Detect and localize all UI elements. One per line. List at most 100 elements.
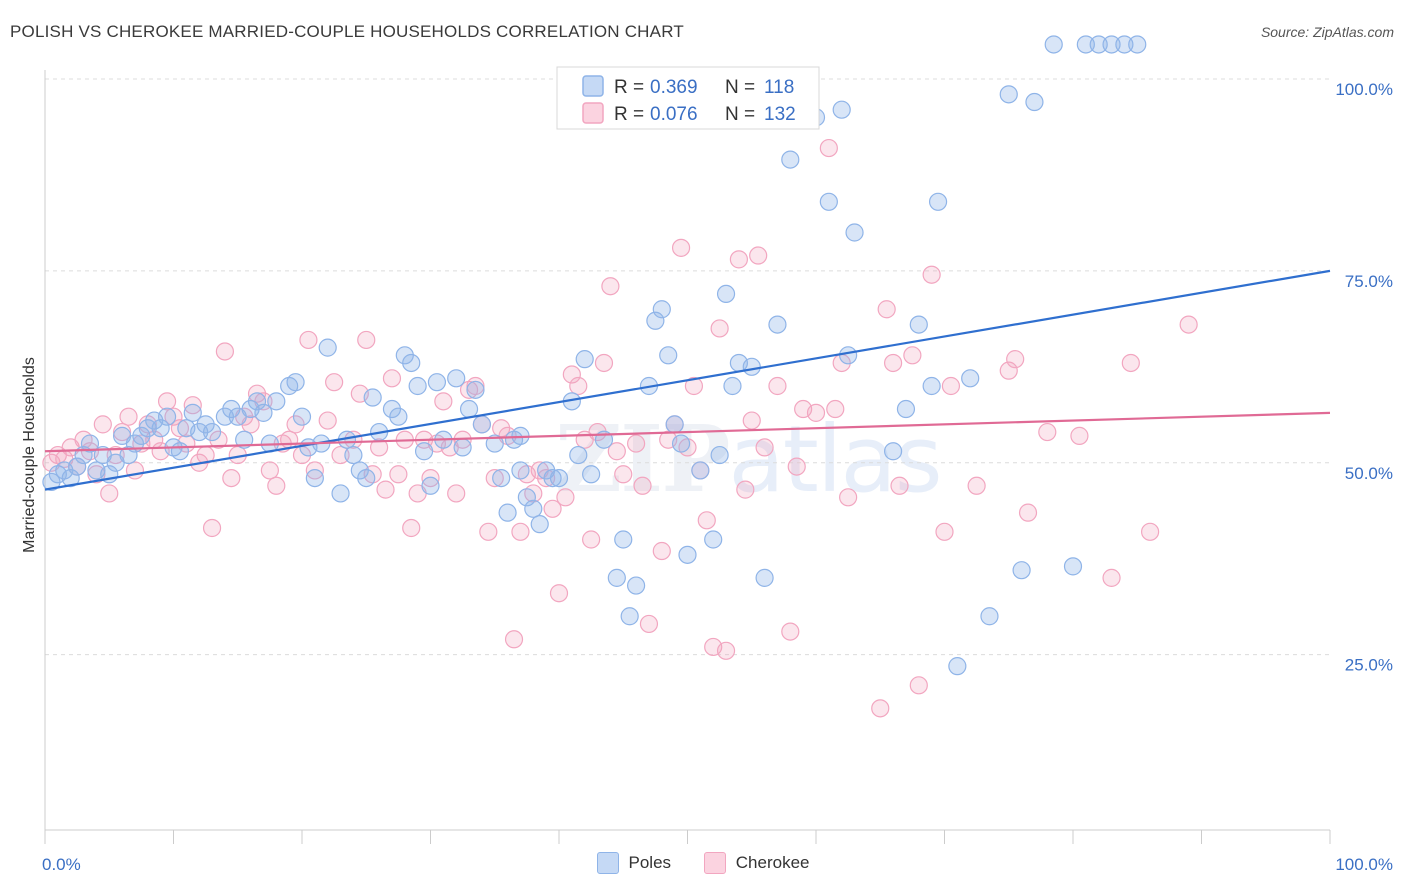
cherokee-point	[543, 499, 562, 518]
poles-point	[1063, 557, 1083, 576]
poles-point	[492, 469, 511, 488]
cherokee-point	[736, 480, 755, 499]
poles-point	[704, 530, 723, 549]
poles-point	[845, 223, 864, 242]
poles-point	[620, 607, 639, 626]
poles-point	[543, 469, 562, 488]
cherokee-point	[787, 457, 806, 476]
watermark-zip: ZIP	[555, 405, 730, 513]
y-tick-label: 100.0%	[1335, 80, 1393, 99]
cherokee-point	[370, 438, 389, 457]
cherokee-point	[299, 330, 318, 350]
cherokee-point	[402, 518, 421, 538]
cherokee-point	[697, 511, 716, 530]
cherokee-point	[710, 319, 729, 338]
chart-title: POLISH VS CHEROKEE MARRIED-COUPLE HOUSEH…	[10, 22, 684, 41]
cherokee-point	[280, 430, 299, 449]
legend-bottom: Poles Cherokee	[0, 852, 1406, 879]
cherokee-point	[633, 476, 652, 495]
cherokee-point	[883, 353, 903, 373]
poles-point	[665, 415, 684, 434]
cherokee-point	[909, 676, 928, 695]
poles-point	[832, 100, 851, 119]
cherokee-point	[1102, 568, 1121, 587]
cherokee-point	[164, 407, 183, 426]
cherokee-point	[100, 484, 119, 503]
legend-item-cherokee[interactable]: Cherokee	[703, 852, 810, 874]
cherokee-point	[318, 411, 337, 430]
poles-point	[202, 422, 222, 442]
cherokee-point	[485, 469, 504, 488]
cherokee-legend-swatch	[582, 102, 604, 124]
poles-swatch	[596, 852, 619, 874]
cherokee-point	[877, 300, 896, 319]
watermark: ZIPatlas	[555, 405, 943, 513]
cherokee-point	[376, 480, 395, 499]
cherokee-point	[671, 238, 691, 257]
cherokee-point	[537, 469, 556, 488]
cherokee-point	[331, 445, 350, 465]
cherokee-point	[716, 641, 736, 660]
cherokee-point	[826, 399, 845, 419]
poles-point	[357, 469, 376, 488]
poles-point	[344, 445, 363, 465]
poles-point	[652, 300, 671, 319]
cherokee-point	[389, 465, 408, 484]
cherokee-point	[87, 465, 106, 484]
poles-n-value: 118	[764, 77, 794, 98]
cherokee-point	[684, 376, 704, 396]
legend-cherokee-label: Cherokee	[735, 853, 810, 872]
poles-legend-swatch	[582, 75, 604, 97]
cherokee-point	[755, 438, 774, 457]
poles-point	[961, 369, 980, 388]
cherokee-point	[305, 461, 324, 480]
poles-point	[659, 346, 678, 365]
poles-point	[1076, 35, 1095, 54]
cherokee-point	[626, 434, 646, 453]
poles-point	[183, 403, 202, 422]
poles-point	[389, 407, 408, 426]
poles-point	[530, 515, 549, 534]
cherokee-point	[819, 138, 838, 158]
cherokee-point	[260, 461, 279, 480]
poles-point	[453, 438, 472, 457]
trend-lines	[44, 269, 1331, 491]
cherokee-point	[549, 584, 569, 603]
cherokee-point	[935, 522, 954, 541]
y-axis-label: Married-couple Households	[21, 357, 38, 553]
cherokee-point	[1121, 353, 1140, 373]
poles-point	[157, 407, 177, 426]
poles-point	[549, 469, 569, 488]
poles-point	[151, 419, 170, 438]
cherokee-point	[382, 369, 402, 388]
poles-point	[999, 85, 1018, 104]
poles-point	[286, 373, 305, 392]
poles-n-label: N =	[725, 77, 755, 98]
cherokee-point	[806, 403, 826, 422]
cherokee-point	[1140, 522, 1160, 541]
cherokee-swatch	[703, 852, 726, 874]
cherokee-point	[582, 530, 601, 549]
cherokee-point	[839, 488, 858, 507]
poles-point	[235, 430, 254, 449]
poles-point	[646, 311, 665, 330]
cherokee-point	[601, 277, 620, 296]
cherokee-point	[614, 465, 633, 484]
cherokee-n-label: N =	[725, 104, 755, 125]
cherokee-point	[222, 469, 241, 488]
poles-point	[1102, 35, 1121, 54]
poles-point	[524, 499, 543, 518]
poles-point	[61, 469, 80, 488]
cherokee-point	[742, 411, 761, 430]
cherokee-point	[890, 476, 909, 495]
legend-item-poles[interactable]: Poles	[596, 852, 671, 874]
cherokee-point	[357, 330, 376, 350]
poles-point	[742, 357, 761, 376]
cherokee-point	[157, 392, 177, 411]
source-label: Source: ZipAtlas.com	[1260, 24, 1394, 40]
poles-trend-line	[44, 269, 1331, 491]
poles-point	[781, 150, 800, 169]
poles-r-label: R =	[614, 77, 644, 98]
poles-point	[909, 315, 928, 334]
cherokee-point	[569, 376, 588, 396]
